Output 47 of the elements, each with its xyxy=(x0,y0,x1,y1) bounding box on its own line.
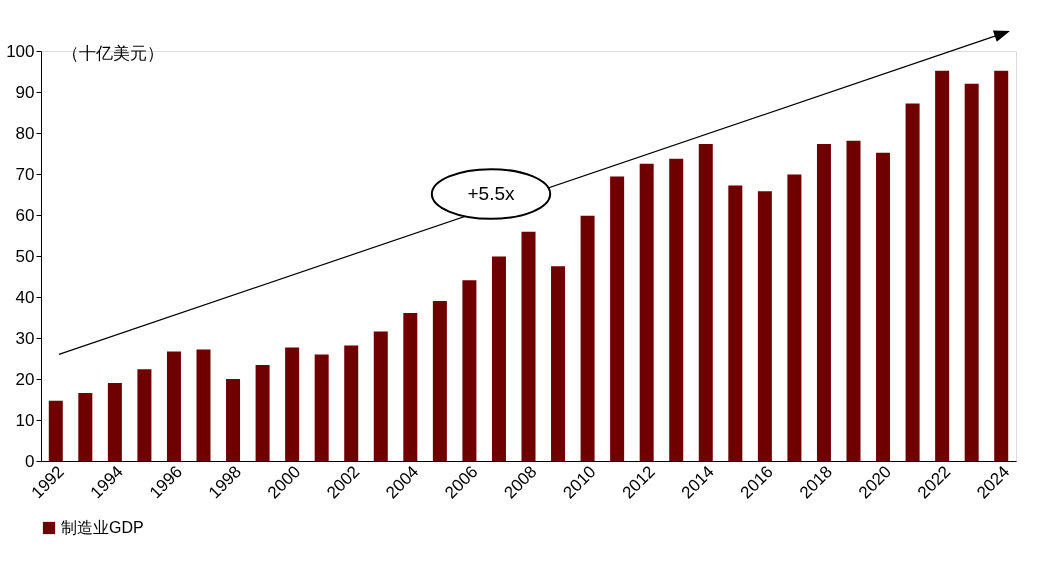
bar xyxy=(876,152,891,461)
y-tick-label: 20 xyxy=(15,369,35,389)
y-tick-label: 100 xyxy=(6,41,35,61)
y-tick-label: 90 xyxy=(15,82,35,102)
y-tick-label: 40 xyxy=(15,287,35,307)
bar xyxy=(994,70,1009,461)
y-tick-label: 10 xyxy=(15,410,35,430)
bar xyxy=(521,231,536,461)
bar xyxy=(669,158,684,461)
bar xyxy=(491,256,506,461)
bar xyxy=(610,176,625,461)
bar xyxy=(285,347,300,461)
y-tick-label: 0 xyxy=(25,451,35,471)
bar xyxy=(344,345,359,461)
bar xyxy=(255,365,270,461)
bar xyxy=(816,144,831,461)
bar xyxy=(698,144,713,461)
bar xyxy=(462,280,477,461)
y-axis-title: （十亿美元） xyxy=(61,43,164,63)
bar xyxy=(78,392,93,461)
bar xyxy=(639,163,654,461)
bar xyxy=(551,266,566,461)
bar xyxy=(107,383,122,461)
y-tick-label: 60 xyxy=(15,205,35,225)
y-tick-label: 30 xyxy=(15,328,35,348)
bar xyxy=(226,379,241,461)
bar xyxy=(964,83,979,461)
y-tick-label: 50 xyxy=(15,246,35,266)
y-tick-label: 80 xyxy=(15,123,35,143)
y-tick-label: 70 xyxy=(15,164,35,184)
bar xyxy=(403,312,418,461)
annotation: +5.5x xyxy=(467,183,515,204)
bar xyxy=(314,354,329,461)
bar xyxy=(137,369,152,461)
bar xyxy=(432,301,447,461)
bar xyxy=(373,331,388,461)
legend-label: 制造业GDP xyxy=(61,519,144,536)
bar xyxy=(728,185,743,461)
bar xyxy=(935,70,950,461)
bar xyxy=(580,215,595,461)
bar xyxy=(846,140,861,461)
bar xyxy=(48,400,63,461)
bar xyxy=(787,174,802,461)
bar xyxy=(196,349,211,461)
bar xyxy=(757,191,772,461)
bar xyxy=(905,103,920,461)
bar xyxy=(166,351,181,461)
